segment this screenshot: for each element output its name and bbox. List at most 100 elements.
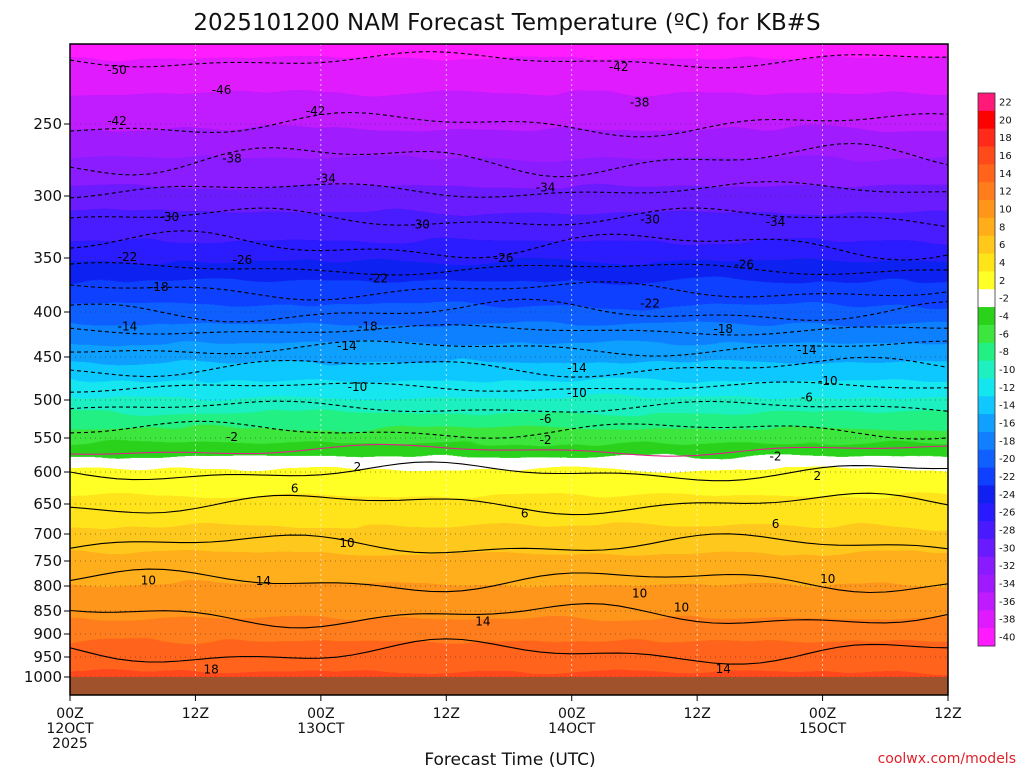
isotherm-label: -42	[609, 60, 629, 74]
temperature-band	[70, 442, 948, 461]
temperature-band	[70, 428, 948, 447]
colorbar-swatch	[978, 467, 995, 486]
temperature-band	[70, 241, 948, 266]
temperature-band	[70, 470, 948, 500]
isotherm-line	[70, 142, 948, 178]
colorbar-label: -6	[999, 329, 1009, 340]
temperature-band	[70, 186, 948, 217]
colorbar-label: -36	[999, 597, 1015, 608]
colorbar-frame	[977, 92, 996, 647]
temperature-band	[70, 380, 948, 402]
isotherm-label: 14	[256, 574, 271, 588]
isotherm-label: -10	[567, 386, 587, 400]
isotherm-line	[70, 533, 948, 554]
x-tick-label: 14OCT	[548, 721, 596, 737]
y-tick-label: 650	[33, 495, 62, 513]
colorbar-label: -20	[999, 454, 1015, 465]
y-tick-label: 450	[33, 348, 62, 366]
x-tick-label: 12Z	[683, 706, 710, 722]
colorbar-label: -32	[999, 561, 1015, 572]
colorbar-label: 20	[999, 115, 1012, 126]
isotherm-label: -10	[348, 380, 368, 394]
isotherm-line	[70, 207, 948, 228]
x-tick-label: 00Z	[558, 706, 585, 722]
y-tick-label: 1000	[24, 668, 62, 686]
temperature-band	[70, 158, 948, 191]
colorbar-label: 2	[999, 276, 1005, 287]
isotherm-line	[70, 230, 948, 261]
isotherm-line	[70, 638, 948, 665]
isotherm-label: -46	[212, 83, 232, 97]
isotherm-label: -26	[494, 251, 514, 265]
pressure-axis: 250 300 350 400 450 500 550 600 650 700 750 800 850 9…	[24, 115, 70, 686]
temperature-band	[70, 44, 948, 63]
colorbar-swatch	[978, 342, 995, 362]
isotherm-label: -6	[540, 412, 552, 426]
isotherm-label: -18	[713, 322, 733, 336]
x-tick-label: 12Z	[433, 706, 460, 722]
isotherm-line	[70, 111, 948, 138]
temperature-band	[70, 618, 948, 646]
y-tick-label: 900	[33, 625, 62, 643]
colorbar-label: -30	[999, 543, 1015, 554]
colorbar-label: 16	[999, 151, 1012, 162]
colorbar: 22 20 18 16 14 12 10 8 6 4 2 -2 -4 -6 -8 -10 -12 -14 -16 -1…	[977, 92, 1015, 647]
x-tick-label: 12Z	[934, 706, 961, 722]
colorbar-swatch	[978, 521, 995, 540]
colorbar-label: -16	[999, 419, 1015, 430]
colorbar-swatch	[978, 164, 995, 183]
temperature-band	[70, 280, 948, 309]
x-axis-title: Forecast Time (UTC)	[424, 750, 595, 768]
isotherm-line	[70, 492, 948, 516]
isotherm-label: -34	[536, 180, 556, 194]
colorbar-label: 12	[999, 187, 1012, 198]
credit-text: coolwx.com/models	[878, 751, 1016, 767]
temperature-band	[70, 641, 948, 675]
colorbar-swatch	[978, 574, 995, 593]
isotherm-label: -26	[734, 257, 754, 271]
temperature-band	[70, 58, 948, 98]
temperature-band	[70, 398, 948, 418]
colorbar-label: -24	[999, 490, 1015, 501]
y-tick-label: 750	[33, 552, 62, 570]
temperature-band	[70, 495, 948, 530]
isotherm-label: 10	[674, 601, 689, 615]
colorbar-swatch	[978, 485, 995, 504]
y-tick-label: 700	[33, 525, 62, 543]
isotherm-line	[70, 356, 948, 378]
x-tick-label: 15OCT	[799, 721, 847, 737]
colorbar-swatch	[978, 414, 995, 433]
colorbar-swatch	[978, 217, 995, 237]
colorbar-swatch	[978, 360, 995, 379]
isotherm-label: -18	[149, 280, 169, 294]
temperature-field	[70, 44, 948, 695]
colorbar-label: 10	[999, 204, 1012, 215]
isotherm-line	[70, 443, 948, 457]
colorbar-label: -14	[999, 401, 1015, 412]
y-tick-label: 400	[33, 303, 62, 321]
isotherm-label: -22	[369, 272, 389, 286]
isotherm-label: -6	[801, 390, 813, 404]
colorbar-label: -28	[999, 526, 1015, 537]
chart-title: 2025101200 NAM Forecast Temperature (ºC)…	[193, 10, 820, 36]
isotherm-label: -42	[107, 114, 127, 128]
isotherm-label: -14	[567, 361, 587, 375]
colorbar-swatch	[978, 431, 995, 451]
x-tick-label: 12OCT	[46, 721, 94, 737]
x-tick-label: 12Z	[182, 706, 209, 722]
y-tick-label: 300	[33, 187, 62, 205]
temperature-band	[70, 456, 948, 474]
isotherm-label: 6	[521, 507, 529, 521]
y-tick-label: 950	[33, 648, 62, 666]
temperature-band	[70, 324, 948, 348]
isotherm-line	[70, 298, 948, 323]
isotherm-label: -30	[410, 218, 430, 232]
isotherm-label: 6	[772, 517, 780, 531]
colorbar-swatch	[978, 110, 995, 130]
x-tick-label: 00Z	[809, 706, 836, 722]
isotherm-label: 14	[475, 615, 490, 629]
colorbar-swatch	[978, 235, 995, 255]
isotherm-line	[70, 603, 948, 629]
colorbar-label: -18	[999, 436, 1015, 447]
